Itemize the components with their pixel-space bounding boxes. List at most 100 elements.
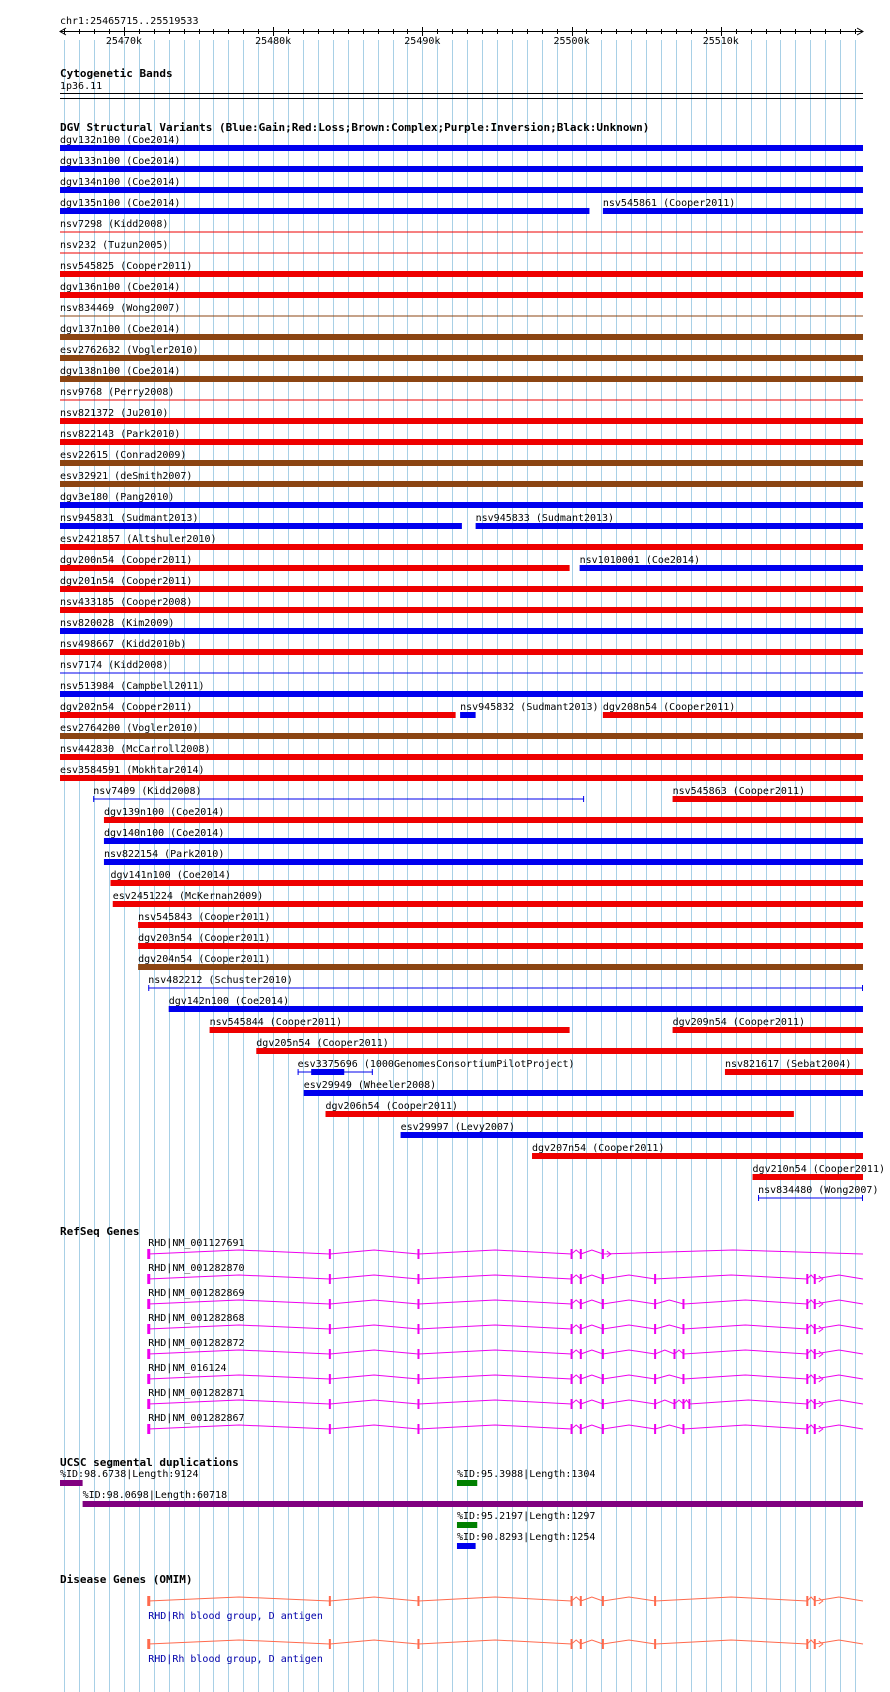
omim-gene-exon: [570, 1639, 573, 1649]
transcript-exon: [147, 1274, 151, 1284]
variant-bar: [400, 1132, 863, 1138]
variant-label: nsv442830 (McCarroll2008): [60, 744, 211, 755]
transcript-label: RHD|NM_001282868: [148, 1313, 244, 1324]
variant-bar: [60, 376, 863, 382]
omim-gene-exon: [417, 1596, 420, 1606]
transcript-exon: [601, 1374, 604, 1384]
transcript-exon: [682, 1424, 685, 1434]
variant-label: nsv7409 (Kidd2008): [93, 786, 201, 797]
variant-line: [60, 252, 863, 254]
omim-gene-exon: [570, 1596, 573, 1606]
variant-bar: [60, 145, 863, 151]
segdup-label: %ID:95.3988|Length:1304: [457, 1469, 595, 1480]
segdup-bar: [456, 1480, 478, 1486]
transcript-exon: [570, 1424, 573, 1434]
variant-label: nsv513984 (Campbell2011): [60, 681, 205, 692]
transcript-exon: [417, 1374, 420, 1384]
omim-gene-intron: [148, 1639, 864, 1645]
variant-line: [60, 231, 863, 233]
dgv-track: DGV Structural Variants (Blue:Gain;Red:L…: [60, 121, 885, 1201]
transcript-exon: [806, 1374, 809, 1384]
omim-gene-exon: [813, 1639, 816, 1649]
transcript-exon: [806, 1349, 809, 1359]
variant-bar: [724, 1069, 863, 1075]
transcript-exon: [579, 1324, 582, 1334]
variant-bar: [60, 439, 863, 445]
variant-bar: [602, 712, 863, 718]
cytogenetic-bands-track: Cytogenetic Bands 1p36.11: [60, 67, 863, 99]
variant-line: [60, 315, 863, 317]
segdup-bar: [82, 1501, 863, 1507]
transcript-exon: [806, 1299, 809, 1309]
ruler-tick-label: 25500k: [553, 36, 589, 47]
variant-label: nsv822154 (Park2010): [104, 849, 224, 860]
variant-label: dgv132n100 (Coe2014): [60, 135, 180, 146]
variant-block: [311, 1069, 345, 1075]
variant-end-cap: [862, 985, 863, 991]
transcript-exon: [813, 1424, 816, 1434]
variant-bar: [60, 187, 863, 193]
omim-gene-exon: [806, 1596, 809, 1606]
transcript-intron: [148, 1349, 864, 1355]
variant-label: dgv133n100 (Coe2014): [60, 156, 180, 167]
variant-bar: [60, 733, 863, 739]
transcript-exon: [654, 1349, 657, 1359]
transcript-exon: [813, 1399, 816, 1409]
transcript-intron: [148, 1299, 864, 1305]
variant-label: nsv821617 (Sebat2004): [725, 1059, 851, 1070]
transcript-exon: [328, 1424, 331, 1434]
variant-bar: [60, 208, 590, 214]
omim-label: RHD|Rh blood group, D antigen: [148, 1654, 323, 1665]
variant-label: esv3584591 (Mokhtar2014): [60, 765, 205, 776]
variant-label: dgv141n100 (Coe2014): [111, 870, 231, 881]
variant-label: nsv545843 (Cooper2011): [138, 912, 270, 923]
variant-line: [93, 798, 585, 800]
transcript-exon: [570, 1249, 573, 1259]
variant-bar: [579, 565, 863, 571]
omim-gene-exon: [654, 1596, 657, 1606]
transcript-exon: [579, 1249, 582, 1259]
variant-bar: [60, 628, 863, 634]
variant-label: nsv9768 (Perry2008): [60, 387, 174, 398]
variant-bar: [60, 754, 863, 760]
segdup-bar: [60, 1480, 83, 1486]
band-label: 1p36.11: [60, 81, 102, 92]
variant-bar: [60, 691, 863, 697]
omim-gene-exon: [328, 1639, 331, 1649]
variant-bar: [138, 964, 864, 970]
track-title-segdups: UCSC segmental duplications: [60, 1456, 239, 1469]
transcript-strand-arrow: [818, 1350, 824, 1358]
variant-label: nsv821372 (Ju2010): [60, 408, 168, 419]
transcript-exon: [813, 1374, 816, 1384]
transcript-label: RHD|NM_001127691: [148, 1238, 244, 1249]
segdup-bar: [456, 1522, 478, 1528]
ruler-arrow-right: [856, 27, 864, 36]
variant-bar: [303, 1090, 863, 1096]
variant-label: dgv3e180 (Pang2010): [60, 492, 174, 503]
transcript-exon: [654, 1299, 657, 1309]
track-title-omim: Disease Genes (OMIM): [60, 1573, 192, 1586]
variant-bar: [60, 712, 456, 718]
transcript-exon: [682, 1299, 685, 1309]
variant-bar: [60, 460, 863, 466]
transcript-exon: [682, 1374, 685, 1384]
transcript-exon: [813, 1349, 816, 1359]
variant-line: [60, 672, 863, 674]
segdup-label: %ID:90.8293|Length:1254: [457, 1532, 595, 1543]
variant-label: esv29949 (Wheeler2008): [304, 1080, 436, 1091]
transcript-exon: [654, 1424, 657, 1434]
variant-label: dgv202n54 (Cooper2011): [60, 702, 192, 713]
region-label: chr1:25465715..25519533: [60, 16, 198, 27]
transcript-exon: [147, 1299, 151, 1309]
variant-bar: [60, 607, 863, 613]
variant-end-cap: [583, 796, 585, 802]
transcript-intron: [148, 1249, 864, 1255]
variant-bar: [103, 817, 863, 823]
transcript-strand-arrow: [818, 1325, 824, 1333]
track-title-dgv: DGV Structural Variants (Blue:Gain;Red:L…: [60, 121, 649, 134]
transcript-exon: [579, 1424, 582, 1434]
variant-label: nsv834480 (Wong2007): [758, 1185, 878, 1196]
transcript-intron: [148, 1324, 864, 1330]
transcript-exon: [654, 1274, 657, 1284]
band-line-top: [60, 93, 863, 94]
